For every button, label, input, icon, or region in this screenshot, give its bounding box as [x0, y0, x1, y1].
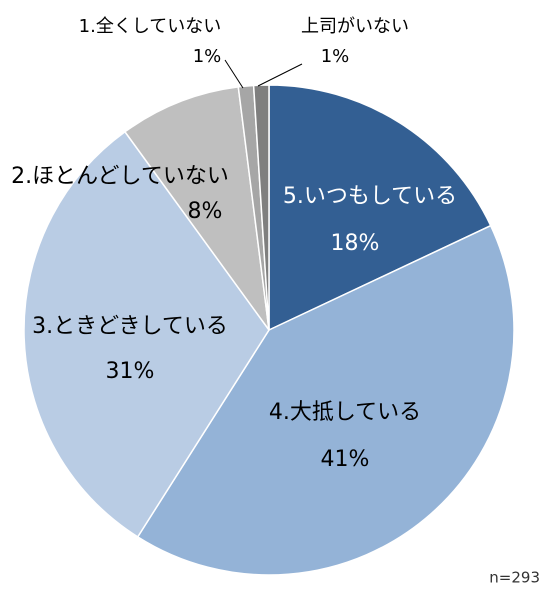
- pie-slice: [23, 130, 270, 538]
- pie-slice: [123, 86, 270, 331]
- pie-slice: [268, 84, 492, 332]
- pie-slice: [136, 224, 515, 576]
- slice-label: 4.大抵している: [269, 400, 421, 425]
- slice-label: 上司がいない: [301, 16, 409, 37]
- leader-line: [224, 59, 244, 89]
- value-label: 1%: [193, 46, 222, 67]
- leader-line: [257, 63, 303, 87]
- value-label: 8%: [188, 199, 223, 224]
- slice-label: 5.いつもしている: [283, 184, 457, 209]
- value-label: 18%: [331, 231, 380, 256]
- slice-label: 3.ときどきしている: [32, 314, 228, 339]
- slice-label: 1.全くしていない: [79, 16, 222, 37]
- value-label: 41%: [321, 447, 370, 472]
- slice-label: 2.ほとんどしていない: [11, 164, 229, 189]
- pie-slice: [252, 84, 270, 331]
- value-label: 31%: [106, 359, 155, 384]
- sample-size: n=293: [489, 569, 540, 587]
- value-label: 1%: [321, 46, 350, 67]
